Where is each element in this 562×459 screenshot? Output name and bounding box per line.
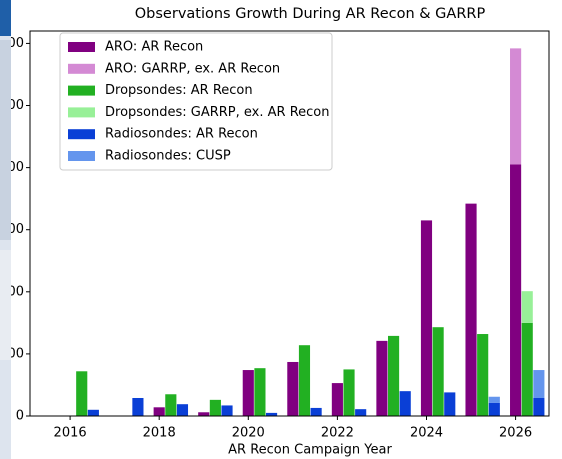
x-tick-label: 2020 — [232, 426, 265, 441]
legend-label: Dropsondes: GARRP, ex. AR Recon — [105, 105, 330, 120]
legend-swatch — [68, 85, 95, 96]
legend-label: ARO: AR Recon — [105, 40, 203, 55]
legend-label: ARO: GARRP, ex. AR Recon — [105, 61, 280, 76]
chart-title: Observations Growth During AR Recon & GA… — [135, 6, 486, 22]
side-strip-panel — [0, 250, 11, 360]
x-tick-label: 2022 — [321, 426, 354, 441]
legend-swatch — [68, 107, 95, 118]
bar — [477, 334, 489, 416]
bar — [510, 48, 522, 165]
legend-label: Dropsondes: AR Recon — [105, 83, 253, 98]
legend-swatch — [68, 63, 95, 74]
bar — [399, 391, 411, 416]
bar — [165, 394, 177, 416]
x-tick-label: 2016 — [54, 426, 87, 441]
bar — [376, 340, 388, 416]
bar — [310, 407, 322, 416]
bar — [533, 370, 545, 398]
legend-swatch — [68, 42, 95, 52]
bar — [221, 405, 233, 416]
bar — [510, 164, 522, 416]
bar — [198, 412, 210, 416]
bar — [444, 392, 456, 416]
bar — [132, 397, 144, 416]
plot-frame — [29, 30, 550, 417]
bar — [533, 397, 545, 416]
bar — [355, 409, 367, 416]
bar — [331, 383, 343, 416]
bar — [488, 396, 500, 403]
bar — [432, 327, 444, 416]
bar — [242, 370, 254, 416]
y-tick-label: 0 — [16, 409, 24, 424]
side-strip-accent — [0, 0, 11, 36]
x-axis-label: AR Recon Campaign Year — [228, 443, 392, 458]
bar — [521, 291, 533, 323]
bar — [176, 404, 189, 416]
bar — [465, 203, 477, 416]
bar — [209, 399, 221, 416]
legend-swatch — [68, 151, 95, 161]
legend-label: Radiosondes: AR Recon — [105, 127, 258, 142]
bar — [420, 220, 433, 416]
bar — [153, 407, 165, 416]
legend-box — [59, 32, 333, 171]
bar — [343, 369, 355, 416]
legend-swatch — [68, 129, 95, 140]
bar — [388, 335, 400, 416]
x-tick-label: 2024 — [410, 426, 443, 441]
x-tick-label: 2018 — [143, 426, 176, 441]
bar — [254, 368, 266, 416]
bar — [87, 409, 99, 416]
bar — [298, 345, 311, 416]
bar — [488, 402, 500, 416]
bar — [265, 412, 278, 416]
bar — [521, 322, 533, 416]
x-tick-label: 2026 — [499, 426, 532, 441]
side-strip-panel — [0, 40, 11, 240]
legend-label: Radiosondes: CUSP — [105, 149, 231, 164]
bar — [287, 361, 299, 416]
bar — [76, 371, 88, 416]
